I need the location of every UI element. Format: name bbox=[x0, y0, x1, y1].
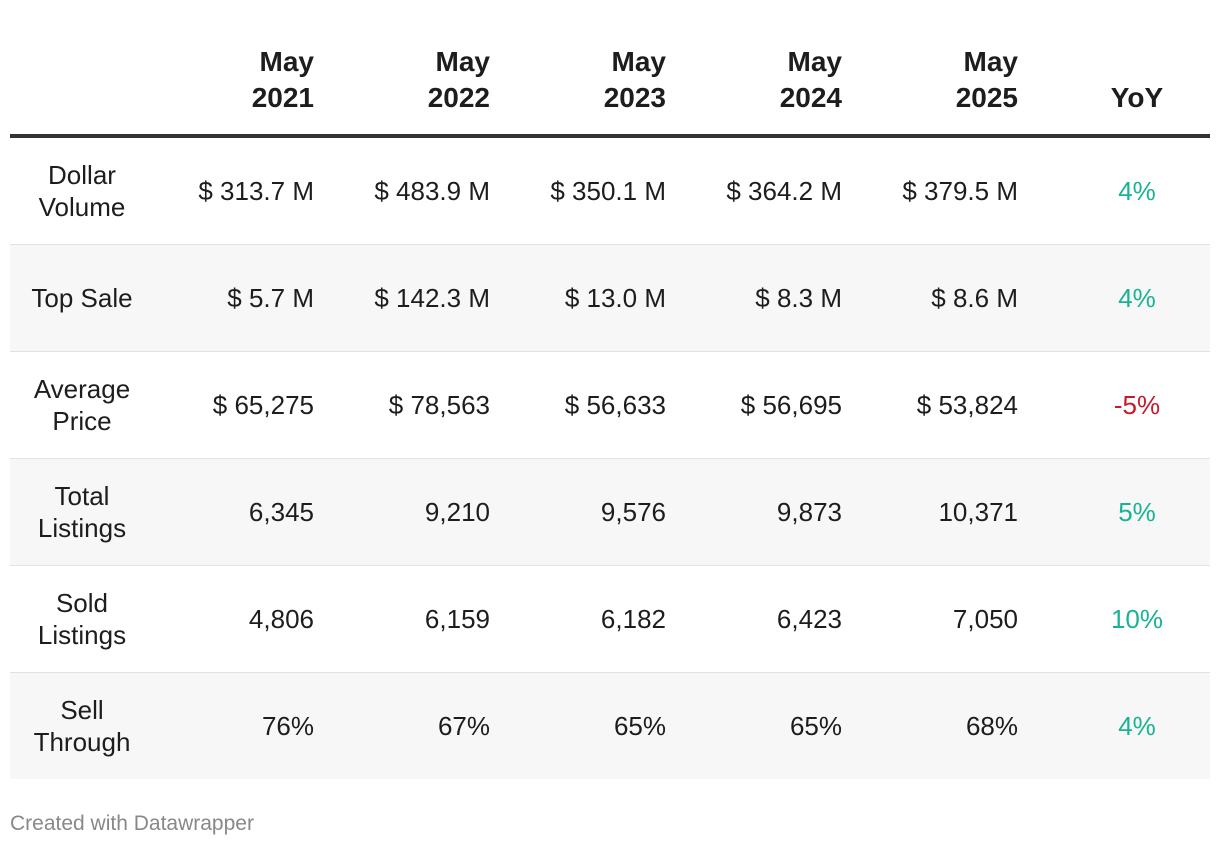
table-cell: $ 142.3 M bbox=[374, 283, 490, 313]
table-cell: $ 5.7 M bbox=[227, 283, 314, 313]
table-cell: $ 313.7 M bbox=[198, 176, 314, 206]
column-header-year: 2023 bbox=[603, 82, 666, 113]
yoy-value: -5% bbox=[1113, 389, 1161, 420]
column-header-month: May bbox=[435, 46, 490, 77]
table-cell: $ 8.6 M bbox=[931, 283, 1018, 313]
table-cell: $ 56,633 bbox=[564, 390, 666, 420]
table-row: Total Listings 6,345 9,210 9,576 9,873 10,371… bbox=[10, 459, 1210, 566]
table-cell: 6,159 bbox=[424, 604, 490, 634]
table-cell: 6,345 bbox=[248, 497, 314, 527]
table-cell: 68% bbox=[965, 711, 1018, 741]
column-header-3: May 2024 bbox=[672, 44, 842, 116]
row-label: Average Price bbox=[33, 374, 131, 436]
table-cell: $ 53,824 bbox=[916, 390, 1018, 420]
column-header-year: 2024 bbox=[779, 82, 842, 113]
row-label: Total Listings bbox=[37, 481, 127, 543]
column-header-yoy: YoY bbox=[1110, 82, 1164, 113]
table-body: Dollar Volume $ 313.7 M $ 483.9 M $ 350.1 M… bbox=[10, 138, 1210, 779]
table-cell: $ 56,695 bbox=[740, 390, 842, 420]
table-cell: 9,873 bbox=[776, 497, 842, 527]
table-row: Average Price $ 65,275 $ 78,563 $ 56,633 $ 5… bbox=[10, 352, 1210, 459]
table-cell: 65% bbox=[789, 711, 842, 741]
row-label: Sell Through bbox=[33, 695, 131, 757]
yoy-value: 10% bbox=[1110, 603, 1164, 634]
table-cell: 7,050 bbox=[952, 604, 1018, 634]
yoy-value: 4% bbox=[1118, 282, 1156, 313]
footer-credit: Created with Datawrapper bbox=[10, 812, 254, 835]
table-cell: $ 13.0 M bbox=[564, 283, 666, 313]
column-header-month: May bbox=[963, 46, 1018, 77]
row-label: Top Sale bbox=[31, 283, 133, 313]
table-cell: 76% bbox=[261, 711, 314, 741]
table-cell: $ 379.5 M bbox=[902, 176, 1018, 206]
table-cell: 6,182 bbox=[600, 604, 666, 634]
column-header-year: 2021 bbox=[251, 82, 314, 113]
table-cell: 6,423 bbox=[776, 604, 842, 634]
column-header-2: May 2023 bbox=[496, 44, 666, 116]
column-header-year: 2025 bbox=[955, 82, 1018, 113]
table-row: Sold Listings 4,806 6,159 6,182 6,423 7,050 10… bbox=[10, 566, 1210, 673]
column-header-month: May bbox=[611, 46, 666, 77]
table-cell: $ 350.1 M bbox=[550, 176, 666, 206]
yoy-value: 5% bbox=[1118, 496, 1156, 527]
table-cell: 67% bbox=[437, 711, 490, 741]
table-cell: $ 8.3 M bbox=[755, 283, 842, 313]
row-label: Sold Listings bbox=[37, 588, 127, 650]
table-cell: 10,371 bbox=[938, 497, 1018, 527]
yoy-value: 4% bbox=[1118, 175, 1156, 206]
table-cell: $ 364.2 M bbox=[726, 176, 842, 206]
table-cell: 65% bbox=[613, 711, 666, 741]
table-row: Dollar Volume $ 313.7 M $ 483.9 M $ 350.1 M… bbox=[10, 138, 1210, 245]
row-label: Dollar Volume bbox=[38, 160, 126, 222]
table-row: Sell Through 76% 67% 65% 65% 68% 4% bbox=[10, 673, 1210, 779]
column-header-4: May 2025 bbox=[848, 44, 1018, 116]
column-header-month: May bbox=[259, 46, 314, 77]
column-header-0: May 2021 bbox=[144, 44, 314, 116]
table-cell: $ 65,275 bbox=[212, 390, 314, 420]
column-header-year: 2022 bbox=[427, 82, 490, 113]
table-row: Top Sale $ 5.7 M $ 142.3 M $ 13.0 M $ 8.3 M $… bbox=[10, 245, 1210, 352]
table-cell: 4,806 bbox=[248, 604, 314, 634]
data-table: May 2021 May 2022 May 2023 May 2024 May 2025 YoY D… bbox=[10, 30, 1210, 779]
table-header: May 2021 May 2022 May 2023 May 2024 May 2025 YoY bbox=[10, 30, 1210, 138]
table-cell: $ 78,563 bbox=[388, 390, 490, 420]
table-cell: 9,210 bbox=[424, 497, 490, 527]
column-header-1: May 2022 bbox=[320, 44, 490, 116]
table-cell: 9,576 bbox=[600, 497, 666, 527]
yoy-value: 4% bbox=[1118, 710, 1156, 741]
column-header-month: May bbox=[787, 46, 842, 77]
table-cell: $ 483.9 M bbox=[374, 176, 490, 206]
